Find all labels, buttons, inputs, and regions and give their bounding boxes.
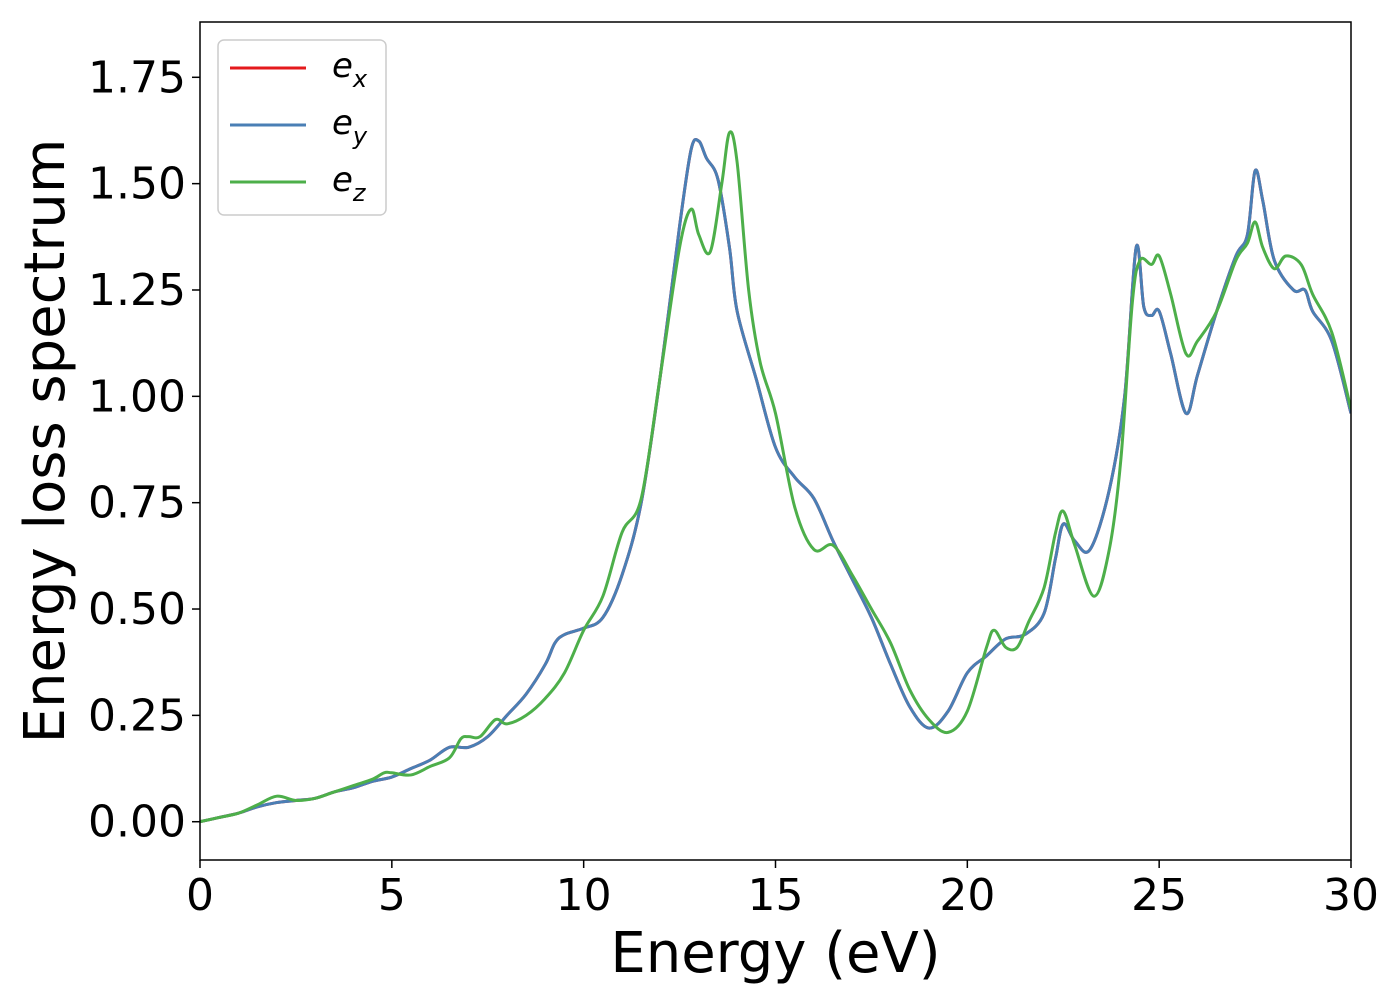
legend-label: ey — [332, 103, 368, 150]
x-tick-label: 0 — [186, 870, 214, 921]
y-tick-label: 1.75 — [88, 52, 186, 103]
x-tick-label: 25 — [1131, 870, 1187, 921]
series-line-z — [200, 130, 1351, 824]
y-tick-label: 1.50 — [88, 159, 186, 210]
series-layer — [200, 130, 1351, 824]
x-tick-label: 30 — [1323, 870, 1379, 921]
legend-box — [217, 39, 387, 216]
y-axis-label: Energy loss spectrum — [13, 139, 78, 744]
y-tick-label: 1.00 — [88, 371, 186, 422]
y-tick-label: 0.50 — [88, 584, 186, 635]
legend-item-x: ex — [230, 46, 368, 93]
x-tick-label: 15 — [748, 870, 804, 921]
x-tick-label: 10 — [556, 870, 612, 921]
x-tick-label: 5 — [378, 870, 406, 921]
x-tick-label: 20 — [939, 870, 995, 921]
legend-label: ex — [332, 46, 368, 93]
y-tick-label: 0.75 — [88, 478, 186, 529]
legend-item-y: ey — [230, 103, 368, 150]
x-axis-ticks: 0 5 10 15 20 25 30 — [186, 860, 1379, 921]
y-tick-label: 0.25 — [88, 690, 186, 741]
legend-item-z: ez — [230, 160, 367, 207]
series-line-y — [200, 137, 1351, 824]
x-axis-label: Energy (eV) — [610, 921, 940, 986]
y-axis-ticks: 0.00 0.25 0.50 0.75 1.00 1.25 1.50 1.75 — [88, 52, 200, 848]
legend-items: ex ey ez — [230, 46, 368, 207]
y-tick-label: 0.00 — [88, 797, 186, 848]
legend: ex ey ez — [217, 39, 387, 216]
y-tick-label: 1.25 — [88, 265, 186, 316]
legend-label: ez — [332, 160, 367, 207]
